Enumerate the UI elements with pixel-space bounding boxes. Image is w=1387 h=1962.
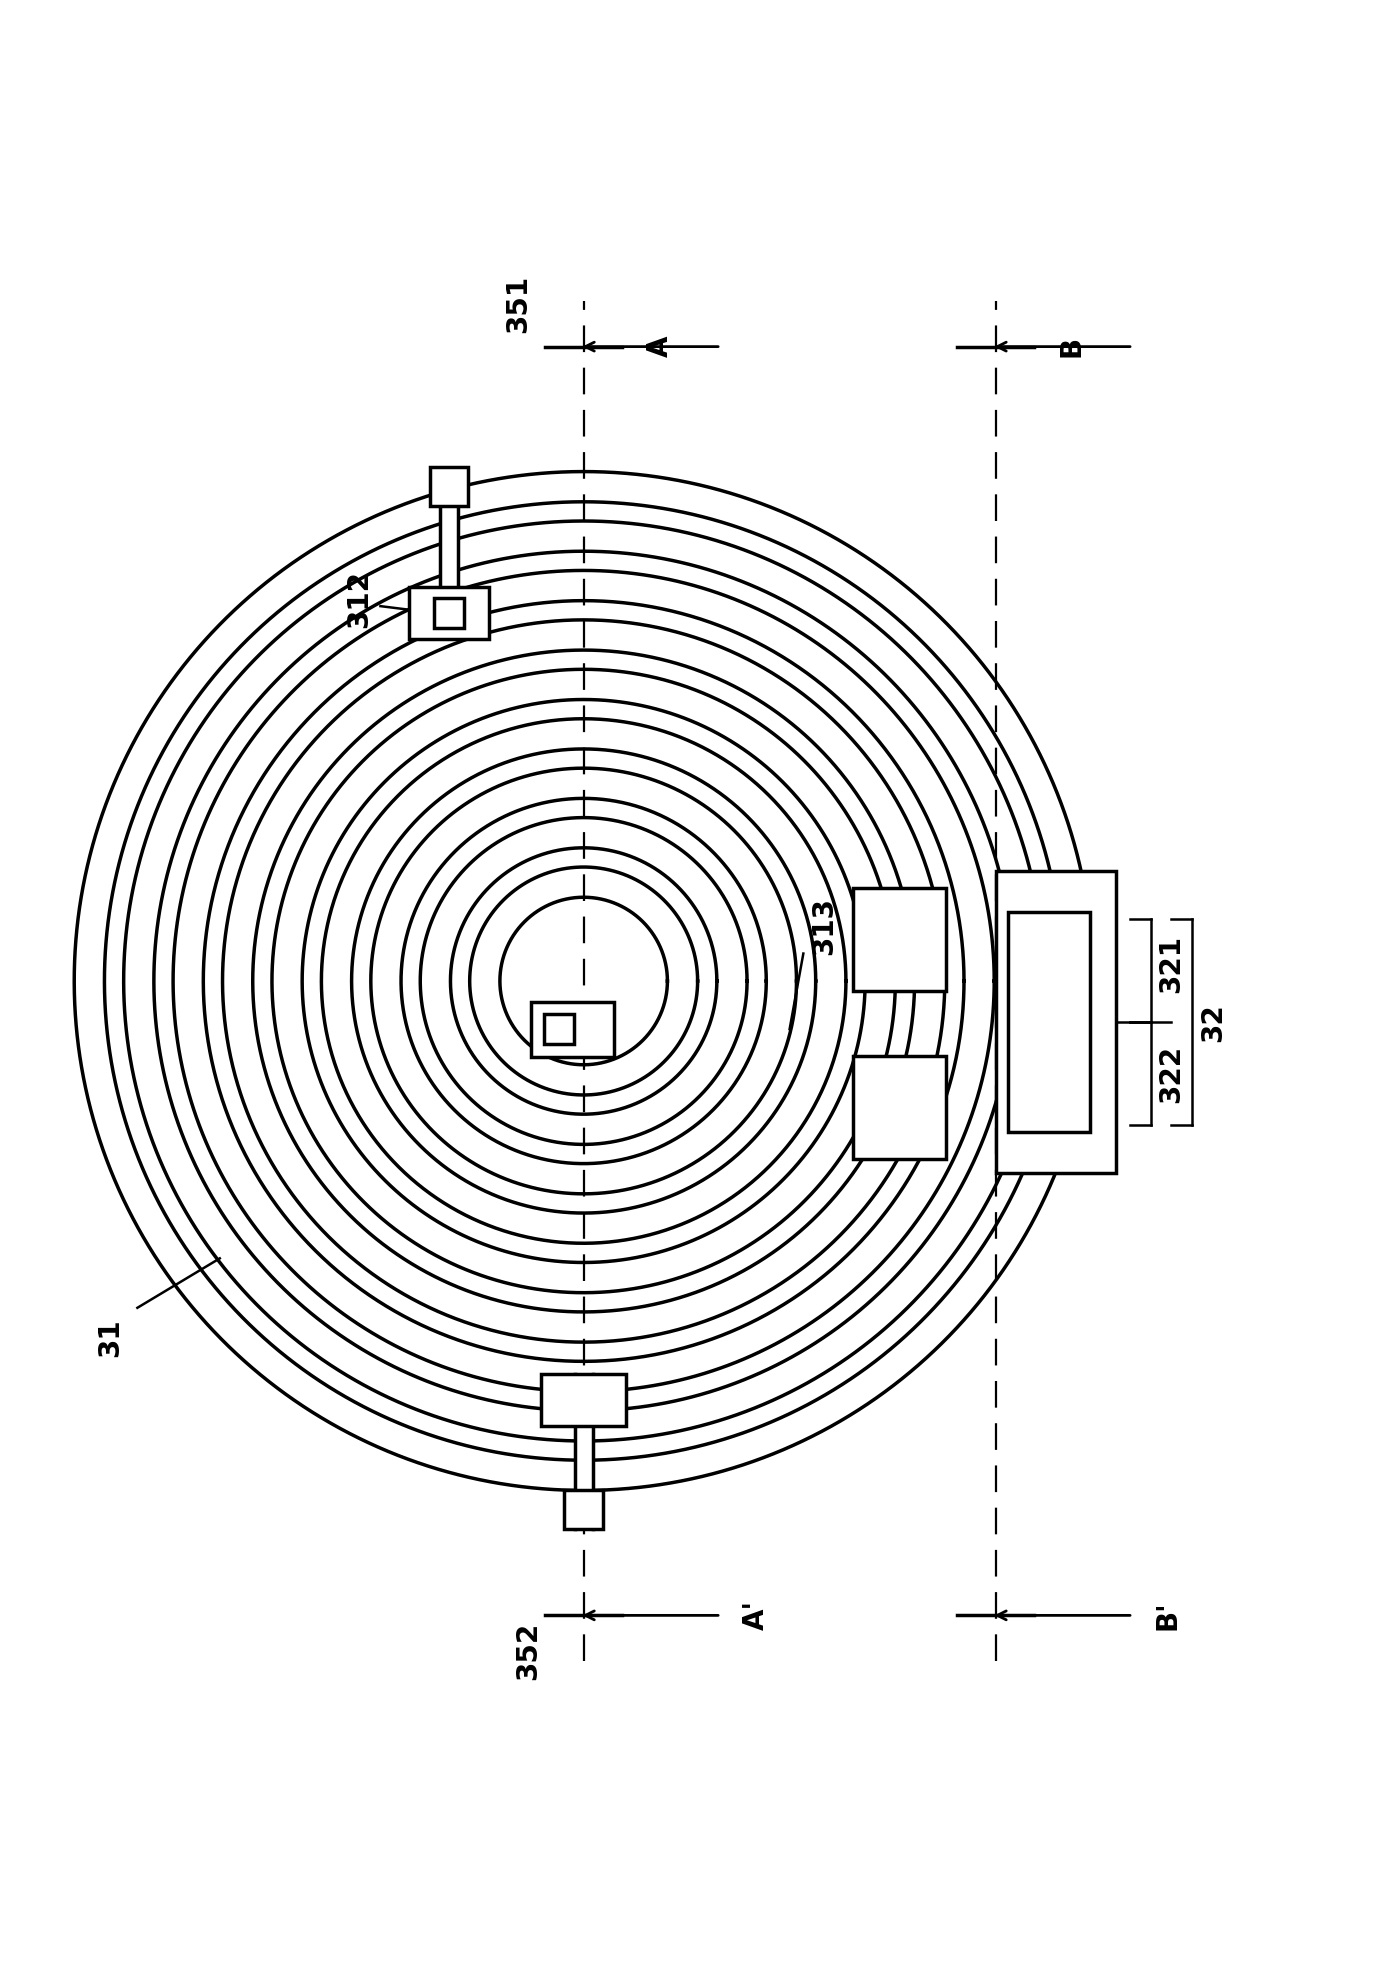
Text: B: B xyxy=(1057,336,1086,357)
Bar xyxy=(565,1491,603,1528)
Text: 313: 313 xyxy=(810,897,838,955)
Bar xyxy=(853,889,946,991)
Bar xyxy=(1008,912,1090,1132)
Bar xyxy=(430,467,469,506)
Text: 351: 351 xyxy=(503,275,533,334)
Text: 31: 31 xyxy=(96,1318,123,1358)
Text: A: A xyxy=(645,336,674,357)
Text: 32: 32 xyxy=(1198,1003,1227,1042)
Bar xyxy=(996,871,1117,1173)
Bar xyxy=(409,587,488,640)
Text: 352: 352 xyxy=(515,1623,542,1681)
Text: A': A' xyxy=(742,1601,770,1630)
Bar xyxy=(541,1373,626,1426)
Bar xyxy=(853,1056,946,1160)
Text: 321: 321 xyxy=(1158,934,1186,993)
Text: 322: 322 xyxy=(1158,1044,1186,1103)
Bar xyxy=(544,1014,574,1044)
Text: B': B' xyxy=(1154,1601,1182,1630)
Text: 312: 312 xyxy=(345,571,373,628)
Bar xyxy=(531,1001,614,1056)
Bar xyxy=(434,598,465,628)
